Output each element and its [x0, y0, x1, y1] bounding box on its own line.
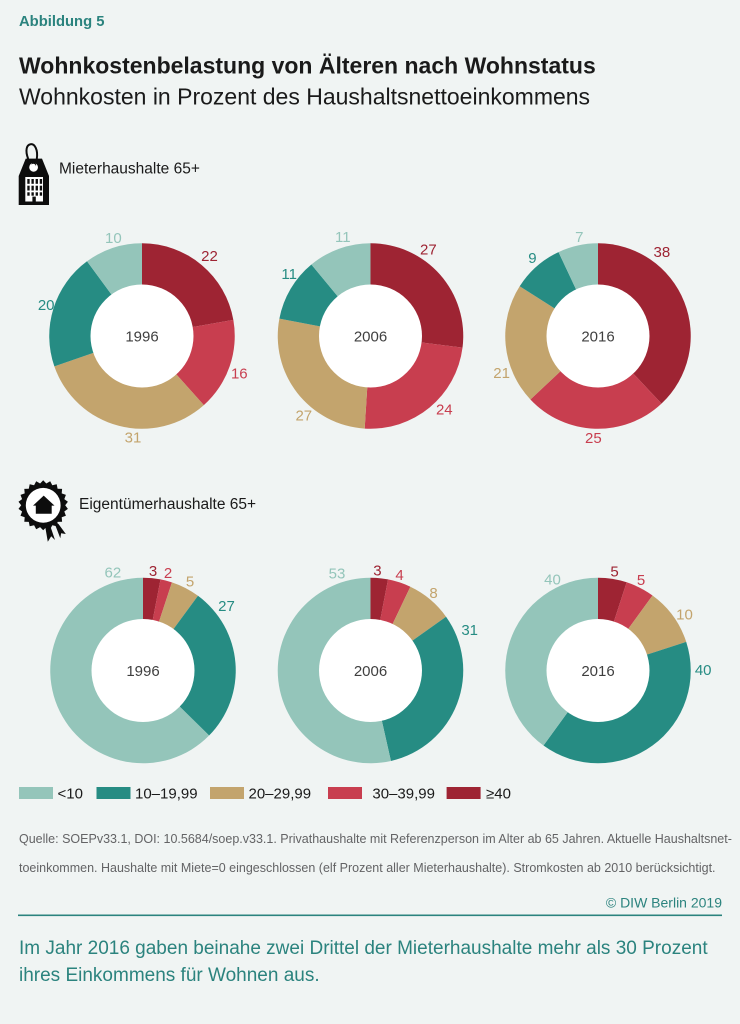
svg-text:Eigentümerhaushalte 65+: Eigentümerhaushalte 65+	[79, 496, 256, 513]
svg-text:10: 10	[676, 607, 693, 624]
svg-text:5: 5	[186, 573, 194, 590]
svg-text:20: 20	[38, 297, 55, 314]
svg-text:27: 27	[420, 242, 437, 259]
svg-text:11: 11	[281, 266, 297, 283]
svg-text:40: 40	[544, 572, 561, 589]
svg-text:3: 3	[373, 562, 381, 579]
svg-text:31: 31	[125, 429, 142, 446]
svg-text:30–39,99: 30–39,99	[372, 786, 435, 803]
svg-text:2: 2	[164, 565, 172, 582]
svg-text:Quelle: SOEPv33.1, DOI: 10.568: Quelle: SOEPv33.1, DOI: 10.5684/soep.v33…	[19, 832, 732, 846]
svg-text:<10: <10	[58, 786, 83, 803]
svg-text:27: 27	[295, 407, 312, 424]
svg-text:38: 38	[654, 244, 671, 261]
svg-text:5: 5	[637, 572, 645, 589]
svg-text:20–29,99: 20–29,99	[249, 786, 312, 803]
svg-text:53: 53	[329, 566, 346, 583]
svg-text:Wohnkosten in Prozent des Haus: Wohnkosten in Prozent des Haushaltsnetto…	[19, 84, 590, 110]
svg-text:2016: 2016	[581, 663, 614, 680]
svg-text:1996: 1996	[126, 663, 159, 680]
svg-text:2016: 2016	[581, 328, 614, 345]
svg-text:Im Jahr 2016 gaben beinahe zwe: Im Jahr 2016 gaben beinahe zwei Drittel …	[19, 938, 708, 959]
svg-text:27: 27	[218, 598, 235, 615]
svg-text:7: 7	[575, 229, 583, 246]
svg-text:ihres Einkommens für Wohnen au: ihres Einkommens für Wohnen aus.	[19, 965, 320, 986]
svg-text:3: 3	[149, 563, 157, 580]
svg-text:© DIW Berlin 2019: © DIW Berlin 2019	[606, 895, 722, 911]
svg-text:10–19,99: 10–19,99	[135, 786, 198, 803]
svg-text:≥40: ≥40	[486, 786, 511, 803]
svg-text:25: 25	[585, 430, 602, 447]
svg-text:2006: 2006	[354, 328, 387, 345]
svg-text:9: 9	[528, 250, 536, 267]
svg-text:Mieterhaushalte 65+: Mieterhaushalte 65+	[59, 160, 200, 177]
svg-text:4: 4	[395, 567, 403, 584]
svg-text:40: 40	[695, 662, 712, 679]
svg-text:1996: 1996	[125, 328, 158, 345]
svg-text:11: 11	[335, 229, 351, 246]
svg-text:22: 22	[201, 248, 218, 265]
svg-text:8: 8	[429, 585, 437, 602]
svg-text:10: 10	[105, 230, 122, 247]
svg-text:5: 5	[610, 564, 618, 581]
svg-text:16: 16	[231, 366, 248, 383]
svg-text:24: 24	[436, 402, 453, 419]
svg-text:Abbildung 5: Abbildung 5	[19, 14, 104, 30]
svg-text:2006: 2006	[354, 663, 387, 680]
svg-text:62: 62	[105, 565, 122, 582]
svg-text:toeinkommen. Haushalte mit Mie: toeinkommen. Haushalte mit Miete=0 einge…	[19, 861, 716, 875]
svg-text:21: 21	[493, 365, 510, 382]
svg-text:Wohnkostenbelastung von Ältere: Wohnkostenbelastung von Älteren nach Woh…	[19, 53, 596, 79]
svg-text:31: 31	[461, 622, 478, 639]
